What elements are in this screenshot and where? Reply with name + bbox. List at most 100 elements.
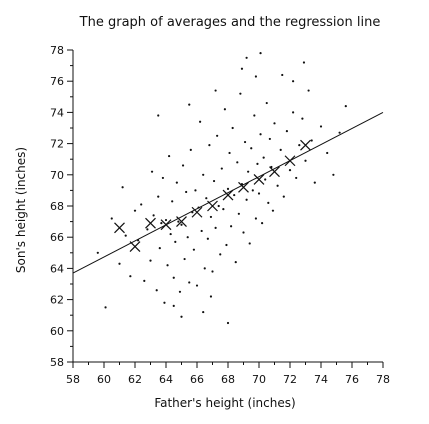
x-tick-label: 70 <box>252 373 266 386</box>
y-tick-label: 58 <box>50 356 64 369</box>
scatter-point <box>202 310 205 314</box>
scatter-point <box>133 209 137 212</box>
scatter-point <box>129 275 132 278</box>
scatter-point <box>185 190 188 194</box>
average-x-marker <box>222 189 234 201</box>
scatter-point <box>161 176 164 180</box>
scatter-point <box>163 301 166 304</box>
scatter-point <box>253 114 256 117</box>
scatter-point <box>209 215 213 219</box>
scatter-point <box>262 156 265 159</box>
y-tick-label: 68 <box>50 200 64 213</box>
scatter-point <box>183 257 186 261</box>
scatter-point <box>174 240 177 243</box>
scatter-point <box>214 89 217 92</box>
scatter-point <box>168 154 171 158</box>
y-tick-label: 76 <box>50 75 64 88</box>
scatter-point <box>226 187 230 190</box>
scatter-point <box>292 111 295 114</box>
scatter-point <box>189 148 192 151</box>
scatter-point <box>209 295 213 298</box>
scatter-point <box>245 56 248 59</box>
scatter-point <box>326 151 329 155</box>
scatter-point <box>222 208 225 211</box>
scatter-point <box>261 222 264 225</box>
scatter-point <box>344 105 347 108</box>
average-x-stroke <box>114 222 125 234</box>
scatter-point <box>259 52 262 55</box>
scatter-point <box>285 130 288 133</box>
scatter-point <box>298 144 301 147</box>
scatter-point <box>250 147 253 150</box>
regression-line-layer <box>72 111 384 274</box>
scatter-point <box>243 140 247 144</box>
x-tick-label: 78 <box>376 373 390 386</box>
scatter-point <box>295 176 298 180</box>
scatter-point <box>236 161 239 164</box>
x-tick-label: 60 <box>97 373 111 386</box>
x-axis-label: Father's height (inches) <box>154 396 295 410</box>
scatter-point <box>194 189 197 192</box>
average-markers <box>114 139 311 252</box>
scatter-point <box>264 178 267 181</box>
y-tick-label: 60 <box>50 325 64 338</box>
scatter-point <box>150 170 154 173</box>
scatter-point <box>192 248 195 251</box>
scatter-point <box>195 284 199 287</box>
average-x-stroke <box>238 181 249 193</box>
x-tick-label: 72 <box>283 373 297 386</box>
scatter-point <box>160 222 163 225</box>
scatter-point <box>172 276 175 279</box>
scatter-point <box>180 223 183 226</box>
average-x-marker <box>253 174 265 185</box>
scatter-point <box>282 195 285 198</box>
scatter-point <box>212 179 216 183</box>
scatter-point <box>202 173 205 176</box>
scatter-point <box>152 214 155 217</box>
scatter-point <box>254 217 257 220</box>
average-x-marker <box>300 139 311 151</box>
scatter-point <box>177 220 180 223</box>
scatter-point <box>240 67 244 70</box>
scatter-point <box>267 201 270 204</box>
y-tick-label: 62 <box>50 294 64 307</box>
chart-title: The graph of averages and the regression… <box>79 15 381 30</box>
average-x-stroke <box>129 241 141 252</box>
scatter-point <box>276 184 279 187</box>
average-x-stroke <box>176 216 187 228</box>
scatter-point <box>271 209 275 212</box>
scatter-point <box>288 169 292 172</box>
y-axis-ticks: 58 60 62 64 66 68 70 72 74 76 78 <box>50 44 73 369</box>
scatter-point <box>239 92 242 95</box>
y-tick-label: 74 <box>50 106 64 119</box>
scatter-point <box>175 181 178 184</box>
average-x-stroke <box>253 174 265 185</box>
plot-frame <box>72 50 383 363</box>
scatter-point <box>199 120 202 123</box>
scatter-point <box>245 198 248 201</box>
scatter-point <box>217 204 220 208</box>
scatter-point <box>313 181 316 184</box>
scatter-point <box>188 281 191 284</box>
scatter-point <box>121 186 124 189</box>
scatter-point <box>208 144 211 147</box>
scatter-point <box>247 170 250 173</box>
scatter-point <box>248 242 251 245</box>
scatter-point <box>231 126 234 130</box>
y-tick-label: 64 <box>50 262 64 275</box>
scatter-point <box>149 259 152 262</box>
average-x-marker <box>191 206 203 218</box>
scatter-point <box>281 73 284 77</box>
average-x-stroke <box>145 217 156 229</box>
scatter-point <box>169 232 172 236</box>
scatter-point <box>180 315 183 318</box>
scatter-point <box>301 117 304 120</box>
scatter-point <box>259 133 262 136</box>
scatter-point <box>233 193 236 197</box>
y-tick-label: 72 <box>50 138 64 151</box>
scatter-point <box>172 304 175 307</box>
scatter-point <box>268 137 271 141</box>
scatter-point <box>225 243 228 247</box>
scatter-point <box>242 231 245 234</box>
